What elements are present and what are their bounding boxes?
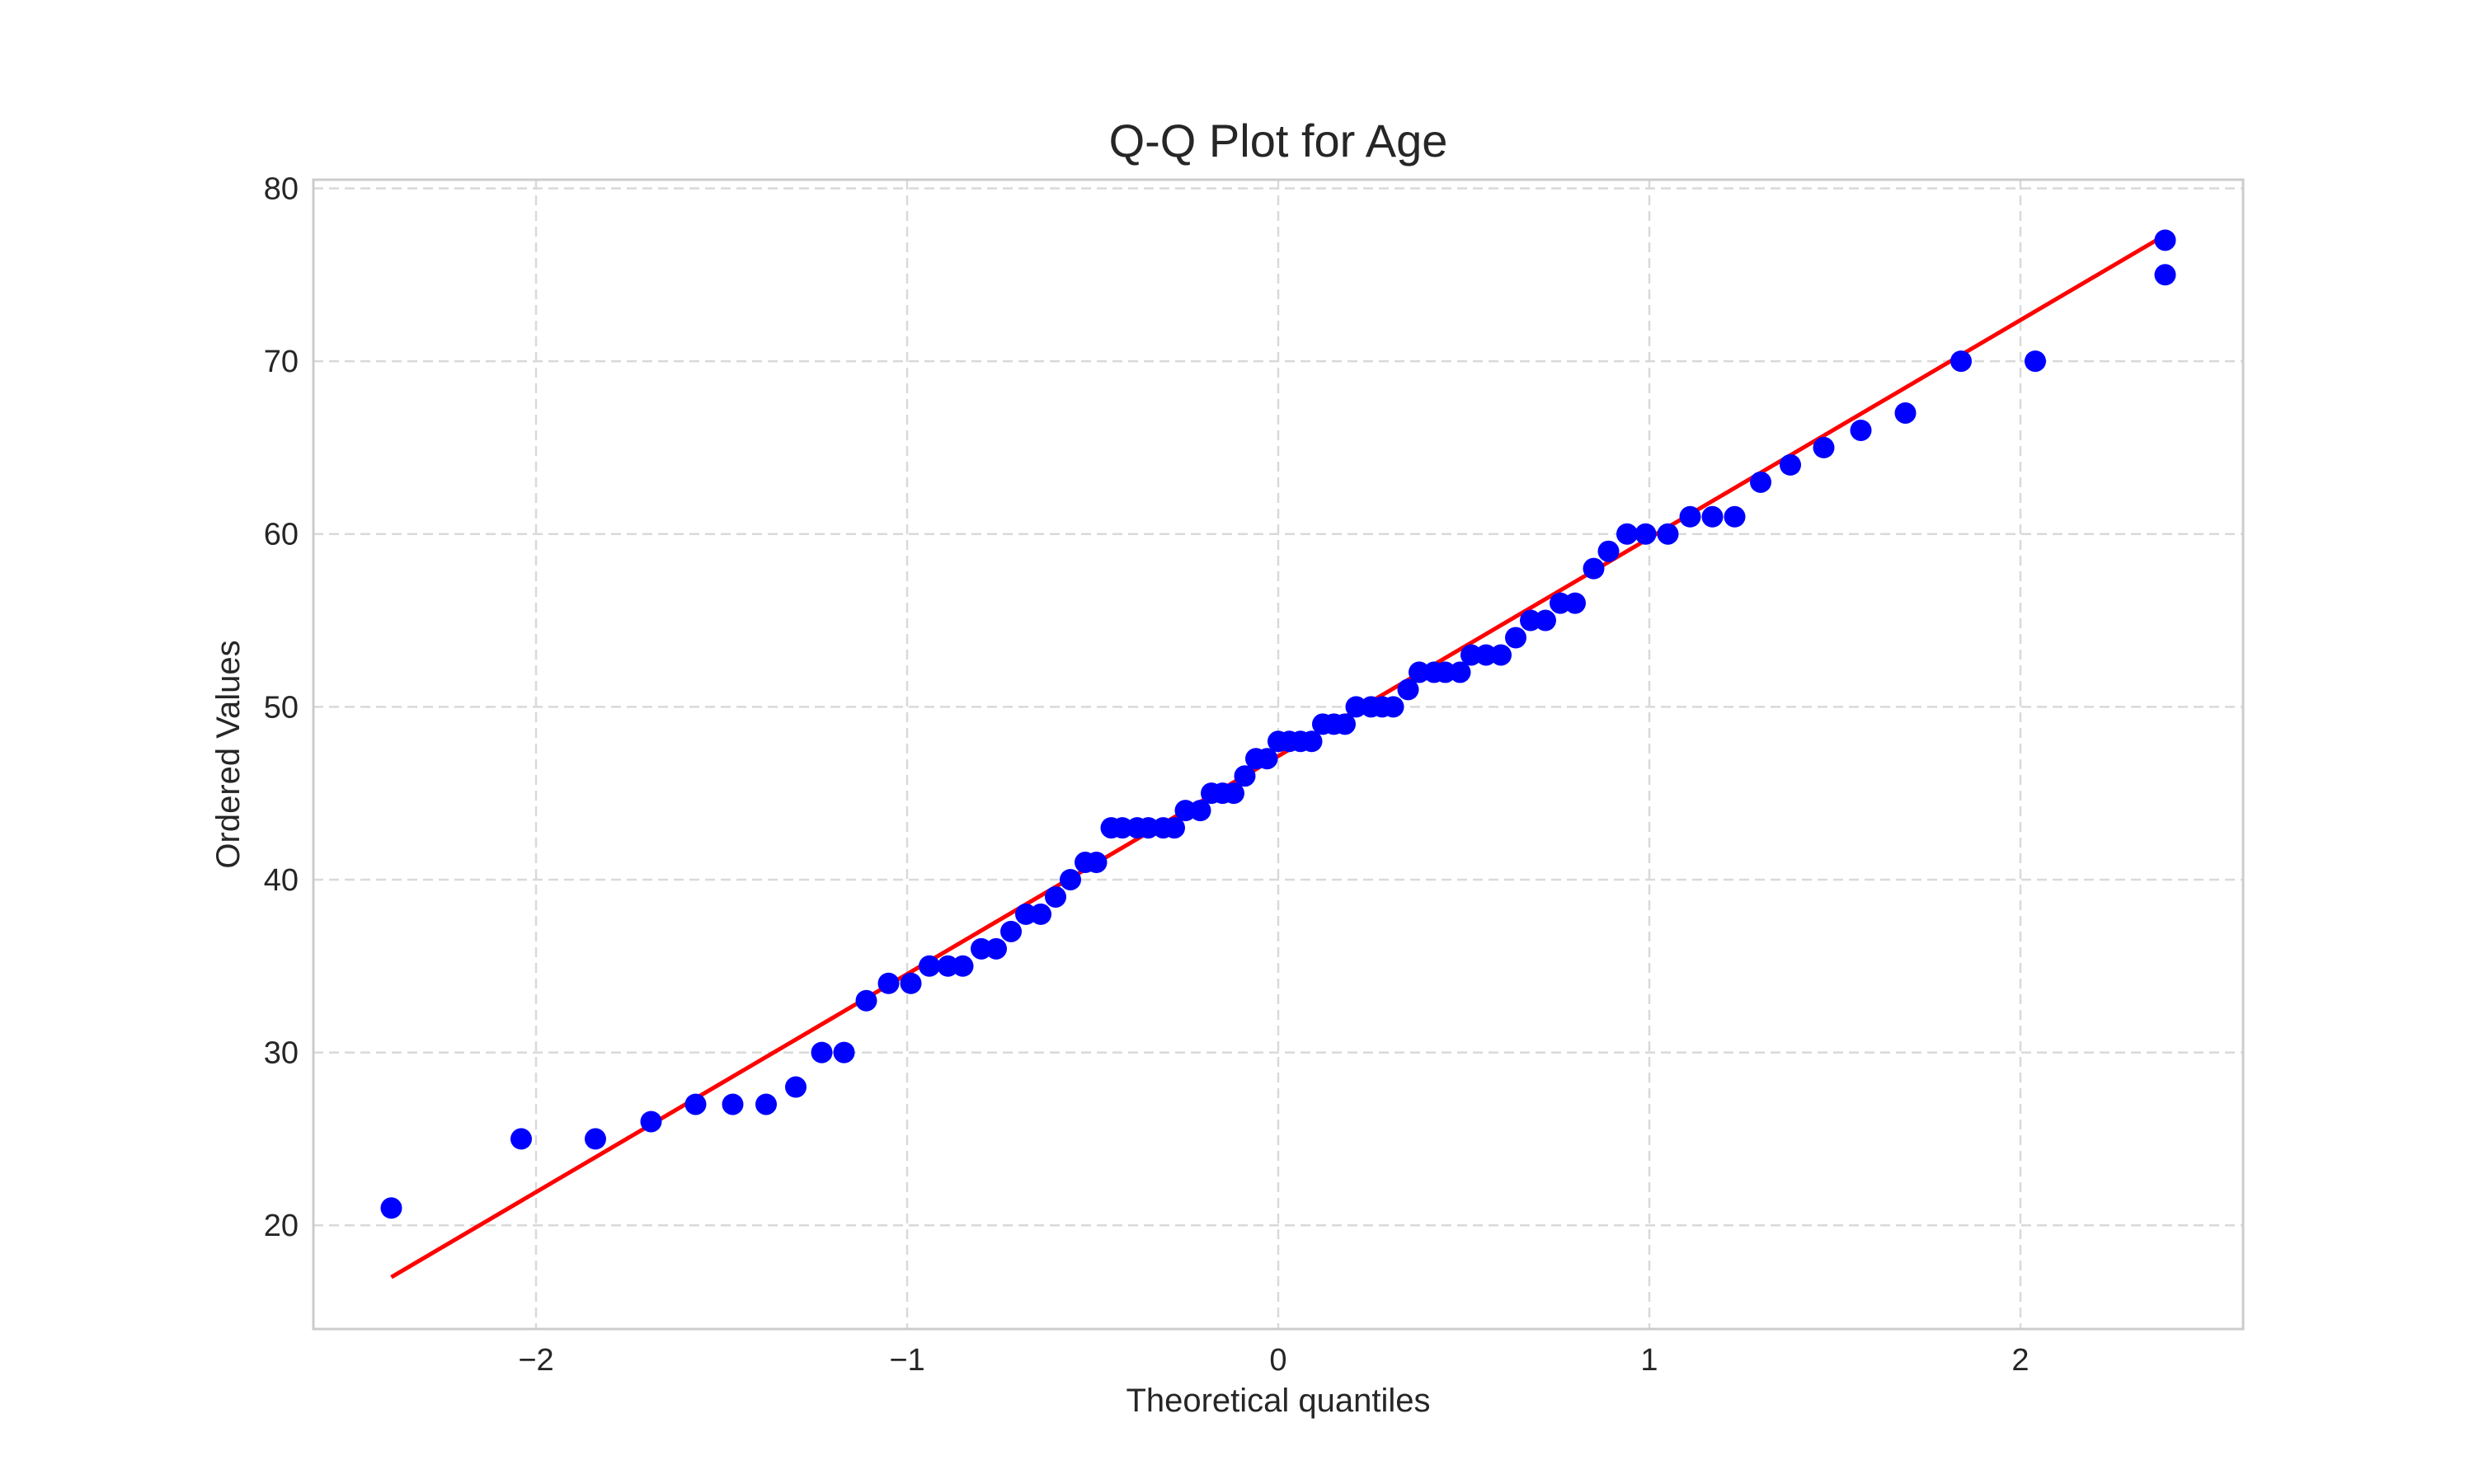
- data-point: [1000, 920, 1022, 942]
- data-point: [1223, 782, 1244, 805]
- data-point: [937, 955, 959, 977]
- data-point: [1813, 436, 1835, 458]
- data-point: [1030, 903, 1051, 925]
- x-tick-label: 1: [1640, 1343, 1658, 1378]
- data-point: [1409, 661, 1430, 683]
- data-point: [1449, 661, 1471, 683]
- y-axis-label: Ordered Values: [210, 640, 247, 868]
- y-tick-label: 50: [264, 690, 299, 725]
- data-point: [1583, 557, 1605, 580]
- data-point: [855, 989, 877, 1012]
- data-point: [1460, 644, 1482, 666]
- x-tick-label: −1: [889, 1343, 924, 1378]
- data-point: [640, 1111, 662, 1133]
- data-point: [1634, 523, 1657, 545]
- data-point: [877, 972, 900, 994]
- y-tick-label: 60: [264, 518, 299, 552]
- data-point: [1550, 592, 1571, 614]
- data-point: [1397, 679, 1419, 701]
- data-point: [2154, 264, 2176, 286]
- data-point: [1564, 592, 1586, 614]
- y-tick-label: 30: [264, 1036, 299, 1071]
- data-point: [1137, 817, 1159, 839]
- data-point: [971, 937, 992, 960]
- data-point: [985, 937, 1007, 960]
- data-point: [1894, 402, 1917, 424]
- y-axis-ticks: 20 30 40 50 60 70 80: [264, 171, 299, 1243]
- data-point: [1189, 800, 1211, 822]
- data-point: [1334, 713, 1356, 735]
- data-point: [1490, 644, 1512, 666]
- data-point: [1701, 505, 1724, 528]
- data-point: [1679, 505, 1701, 528]
- data-point: [1520, 609, 1541, 632]
- data-point: [1382, 696, 1404, 718]
- x-axis-label: Theoretical quantiles: [1126, 1383, 1430, 1419]
- series-layer: [380, 229, 2176, 1280]
- x-axis-ticks: −2 −1 0 1 2: [518, 1343, 2029, 1378]
- data-point: [1045, 885, 1066, 908]
- y-tick-label: 20: [264, 1209, 299, 1243]
- data-point: [1535, 609, 1556, 632]
- data-point: [1174, 800, 1197, 822]
- data-point: [1616, 523, 1638, 545]
- data-point: [1256, 748, 1278, 770]
- y-tick-label: 70: [264, 345, 299, 379]
- x-tick-label: 0: [1269, 1343, 1286, 1378]
- data-point: [1724, 505, 1746, 528]
- plot-area-frame: [312, 178, 2245, 1331]
- data-point: [1597, 540, 1620, 562]
- chart-title: Q-Q Plot for Age: [1109, 115, 1448, 167]
- data-point: [952, 955, 974, 977]
- data-point: [1780, 453, 1801, 476]
- data-point: [833, 1041, 855, 1064]
- y-tick-label: 40: [264, 863, 299, 898]
- data-point: [1015, 903, 1037, 925]
- data-point: [811, 1041, 833, 1064]
- data-point: [1234, 765, 1256, 787]
- data-point: [1345, 696, 1367, 718]
- data-point: [1950, 350, 1972, 373]
- data-point: [1475, 644, 1497, 666]
- data-point: [1750, 471, 1771, 493]
- data-point: [919, 955, 940, 977]
- data-point: [585, 1128, 606, 1150]
- data-point: [2154, 229, 2176, 251]
- data-point: [510, 1128, 532, 1150]
- data-point: [1850, 419, 1872, 441]
- grid-layer: [313, 180, 2243, 1329]
- data-point: [1434, 661, 1456, 683]
- data-point: [1112, 817, 1133, 839]
- data-point: [684, 1093, 707, 1115]
- data-point: [1060, 868, 1081, 890]
- data-point: [722, 1093, 744, 1115]
- x-tick-label: −2: [518, 1343, 553, 1378]
- data-point: [785, 1076, 807, 1098]
- data-point: [1085, 852, 1108, 874]
- data-point: [1657, 523, 1679, 545]
- data-point: [1164, 817, 1185, 839]
- data-point: [380, 1197, 402, 1219]
- data-point: [900, 972, 922, 994]
- x-tick-label: 2: [2011, 1343, 2029, 1378]
- data-point: [1300, 730, 1323, 753]
- y-tick-label: 80: [264, 171, 299, 206]
- data-point: [1505, 627, 1526, 649]
- data-point: [755, 1093, 777, 1115]
- data-point: [2025, 350, 2046, 373]
